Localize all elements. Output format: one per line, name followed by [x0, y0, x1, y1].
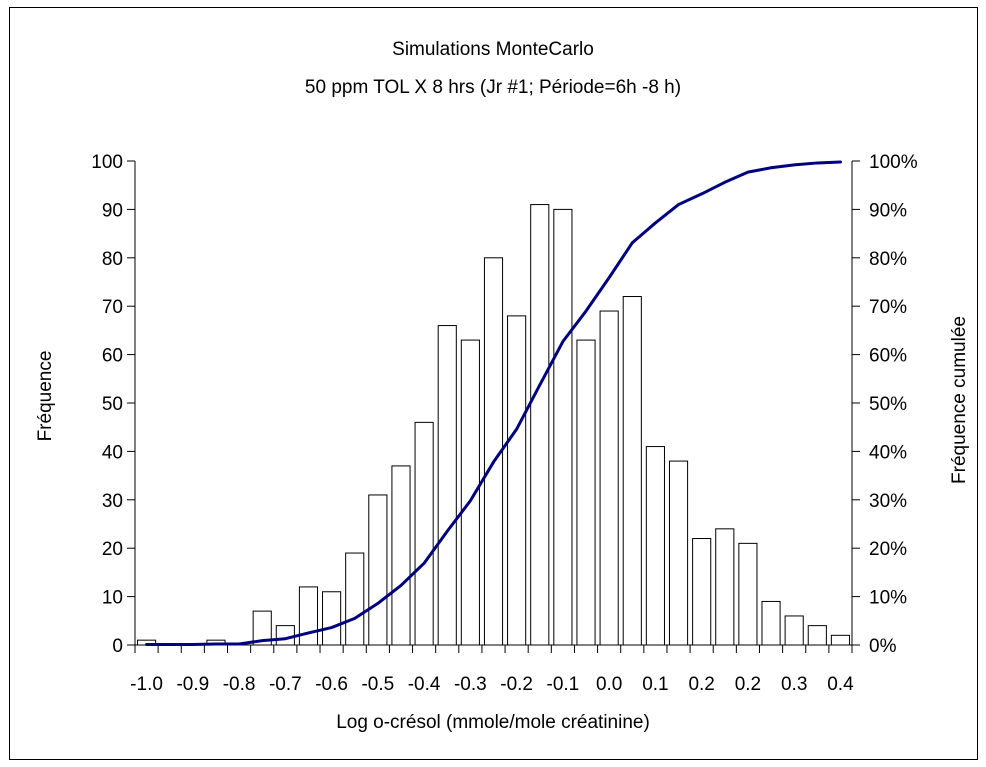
histogram-bar	[622, 296, 642, 646]
y2-tick-label: 50%	[869, 394, 907, 415]
histogram-bar	[322, 591, 342, 646]
histogram-bar	[507, 315, 527, 646]
y2-tick-label: 70%	[869, 297, 907, 318]
x-tick-label: -0.6	[315, 674, 348, 695]
y2-tick-label: 0%	[869, 636, 897, 657]
histogram-bar	[368, 494, 388, 646]
histogram-bar	[553, 208, 573, 646]
chart-title: Simulations MonteCarlo	[392, 39, 594, 60]
x-tick-label: -0.3	[454, 674, 487, 695]
histogram-bar	[345, 552, 365, 646]
histogram-bar	[807, 625, 827, 646]
histogram-bar	[437, 325, 457, 646]
histogram-bar	[692, 538, 712, 646]
y2-tick-label: 20%	[869, 539, 907, 560]
y-tick-label: 80	[102, 249, 123, 270]
y-tick-label: 100	[91, 152, 123, 173]
y-tick-label: 70	[102, 297, 123, 318]
histogram-bar	[599, 310, 619, 646]
x-tick-label: 0.2	[735, 674, 761, 695]
y-tick-label: 60	[102, 346, 123, 367]
x-tick-label: 0.0	[596, 674, 622, 695]
histogram-bar	[668, 460, 689, 646]
y2-tick-label: 100%	[869, 152, 918, 173]
x-tick-label: 0.2	[688, 674, 714, 695]
y2-tick-label: 60%	[869, 346, 907, 367]
x-tick-label: 0.1	[642, 674, 668, 695]
histogram-bar	[414, 421, 434, 646]
y-tick-label: 30	[102, 491, 123, 512]
histogram-bar	[645, 446, 665, 646]
y2-tick-label: 10%	[869, 588, 907, 609]
histogram-bar	[784, 615, 804, 646]
y2-tick-label: 80%	[869, 249, 907, 270]
y-tick-label: 50	[102, 394, 123, 415]
y-tick-label: 90	[102, 200, 123, 221]
x-tick-label: -0.4	[408, 674, 441, 695]
x-tick-label: -0.8	[223, 674, 256, 695]
y2-tick-label: 90%	[869, 200, 907, 221]
x-tick-label: 0.3	[781, 674, 807, 695]
x-tick-label: -0.9	[176, 674, 209, 695]
cumulative-frequency-line	[145, 160, 842, 647]
histogram-bar	[576, 339, 596, 646]
x-tick-label: -0.1	[547, 674, 580, 695]
histogram-bar	[761, 600, 781, 646]
x-tick-label: -1.0	[130, 674, 163, 695]
histogram-bar	[298, 586, 319, 646]
histogram-bar	[530, 204, 550, 646]
y2-tick-label: 30%	[869, 491, 907, 512]
y-tick-label: 20	[102, 539, 123, 560]
x-tick-label: -0.2	[500, 674, 533, 695]
y2-tick-label: 40%	[869, 442, 907, 463]
histogram-bar	[830, 634, 850, 646]
histogram-bar	[715, 528, 735, 646]
x-tick-label: -0.5	[361, 674, 394, 695]
x-tick-label: -0.7	[269, 674, 302, 695]
histogram-bar	[275, 625, 295, 646]
x-axis-label: Log o-crésol (mmole/mole créatinine)	[336, 712, 650, 733]
histogram-bar	[738, 542, 758, 646]
y-tick-label: 0	[112, 636, 123, 657]
x-tick-label: 0.4	[827, 674, 854, 695]
y-tick-label: 10	[102, 588, 123, 609]
y-tick-label: 40	[102, 442, 123, 463]
histogram-bar	[391, 465, 411, 646]
chart-subtitle: 50 ppm TOL X 8 hrs (Jr #1; Période=6h -8…	[304, 77, 682, 98]
